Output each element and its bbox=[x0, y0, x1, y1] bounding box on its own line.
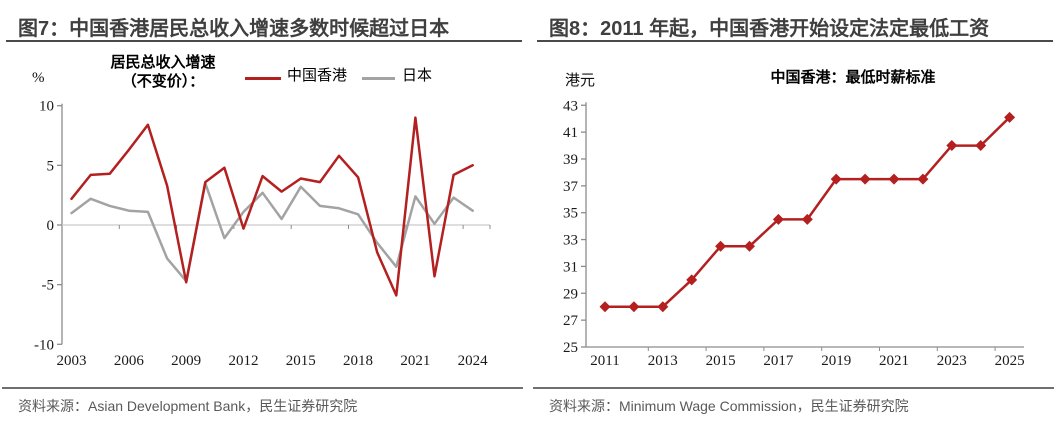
data-point-marker bbox=[628, 301, 640, 313]
x-tick-label: 2003 bbox=[57, 353, 87, 369]
x-tick-label: 2019 bbox=[821, 353, 851, 369]
figure7-panel: 图7：中国香港居民总收入增速多数时候超过日本 % 居民总收入增速 （不变价）： … bbox=[2, 18, 523, 414]
figure8-source-note: 资料来源：Minimum Wage Commission，民生证券研究院 bbox=[549, 398, 909, 414]
y-tick-label: 0 bbox=[47, 218, 55, 234]
y-tick-label: 35 bbox=[563, 206, 578, 222]
y-tick-label: -10 bbox=[34, 337, 54, 353]
figure8-title-rule bbox=[537, 40, 1053, 42]
y-tick-label: 10 bbox=[39, 99, 54, 115]
data-point-marker bbox=[599, 301, 611, 313]
legend-label-hk: 中国香港 bbox=[287, 68, 348, 84]
x-tick-label: 2015 bbox=[286, 353, 316, 369]
y-tick-label: 39 bbox=[563, 152, 578, 168]
legend-caption-line1: 居民总收入增速 bbox=[110, 55, 216, 71]
legend-caption-line2: （不变价）： bbox=[121, 74, 205, 90]
y-tick-label: 41 bbox=[563, 125, 578, 141]
data-point-marker bbox=[686, 274, 698, 286]
x-tick-label: 2015 bbox=[706, 353, 736, 369]
figure7-source-note: 资料来源：Asian Development Bank，民生证券研究院 bbox=[18, 398, 358, 414]
data-point-marker bbox=[801, 213, 813, 225]
data-point-marker bbox=[657, 301, 669, 313]
figure8-y-unit-label: 港元 bbox=[565, 73, 596, 89]
legend-swatch-japan bbox=[362, 77, 395, 80]
x-tick-label: 2021 bbox=[879, 353, 909, 369]
y-tick-label: 29 bbox=[563, 286, 578, 302]
x-tick-label: 2006 bbox=[114, 353, 145, 369]
x-tick-label: 2009 bbox=[171, 353, 201, 369]
y-tick-label: 33 bbox=[563, 233, 578, 249]
y-tick-label: -5 bbox=[42, 278, 55, 294]
data-point-marker bbox=[859, 173, 871, 185]
x-tick-label: 2021 bbox=[400, 353, 430, 369]
data-point-marker bbox=[917, 173, 929, 185]
data-point-marker bbox=[888, 173, 900, 185]
legend-swatch-hk bbox=[245, 77, 281, 80]
y-tick-label: 25 bbox=[563, 340, 578, 356]
data-point-marker bbox=[946, 140, 958, 152]
figure7-legend-caption: 居民总收入增速 （不变价）： bbox=[92, 54, 234, 92]
x-tick-label: 2013 bbox=[648, 353, 678, 369]
data-point-marker bbox=[744, 240, 755, 252]
figure7-y-unit-label: % bbox=[32, 70, 45, 86]
x-tick-label: 2023 bbox=[937, 353, 967, 369]
y-tick-label: 27 bbox=[563, 313, 579, 329]
figure8-chart-title: 中国香港：最低时薪标准 bbox=[770, 70, 936, 86]
figure8-title: 图8：2011 年起，中国香港开始设定法定最低工资 bbox=[549, 18, 990, 40]
y-tick-label: 5 bbox=[47, 158, 55, 174]
x-tick-label: 2024 bbox=[458, 353, 489, 369]
x-tick-label: 2017 bbox=[763, 353, 794, 369]
x-tick-label: 2011 bbox=[590, 353, 619, 369]
x-tick-label: 2012 bbox=[228, 353, 258, 369]
data-point-marker bbox=[715, 240, 727, 252]
data-point-marker bbox=[975, 140, 987, 152]
series-line-中国香港 bbox=[70, 116, 474, 297]
figure8-footer-rule bbox=[533, 387, 1054, 389]
figure7-footer-rule bbox=[2, 387, 523, 389]
figure8-panel: 图8：2011 年起，中国香港开始设定法定最低工资 港元 中国香港：最低时薪标准… bbox=[531, 0, 1062, 426]
data-point-marker bbox=[1004, 111, 1016, 123]
figure8-line-chart: 43 41 39 37 35 33 31 29 27 25 2011 2013 2015 2017 2019… bbox=[563, 98, 1025, 369]
figure7-title: 图7：中国香港居民总收入增速多数时候超过日本 bbox=[18, 18, 450, 40]
y-tick-label: 37 bbox=[563, 179, 579, 195]
figure7-title-rule bbox=[6, 40, 522, 42]
data-point-marker bbox=[772, 213, 784, 225]
series-line-日本 bbox=[70, 181, 474, 283]
legend-label-japan: 日本 bbox=[402, 68, 433, 84]
y-tick-label: 43 bbox=[563, 98, 578, 114]
data-point-marker bbox=[830, 173, 842, 185]
y-tick-label: 31 bbox=[563, 259, 578, 275]
x-tick-label: 2018 bbox=[343, 353, 373, 369]
x-tick-label: 2025 bbox=[995, 353, 1025, 369]
